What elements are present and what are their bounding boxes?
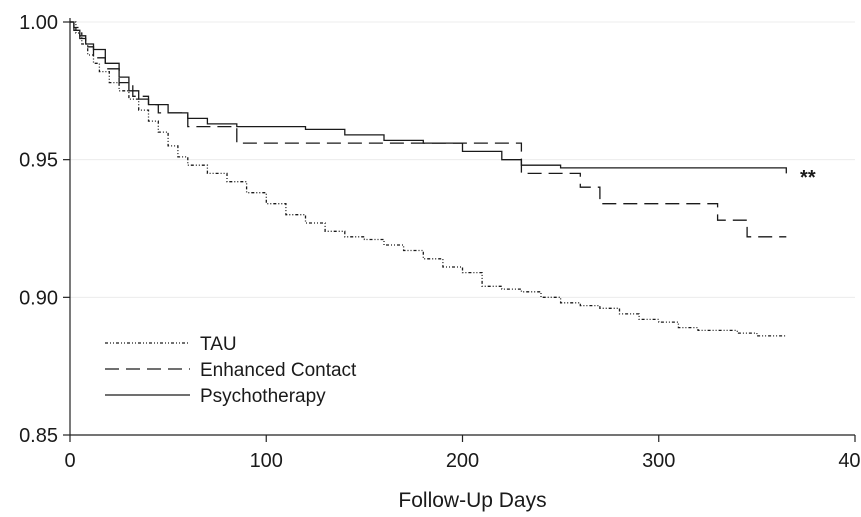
gridlines	[70, 21, 855, 436]
significance-annotation: **	[800, 167, 816, 189]
legend-label: Enhanced Contact	[200, 360, 357, 381]
y-tick-label: 0.90	[19, 287, 58, 309]
y-tick-label: 0.95	[19, 150, 58, 172]
series-line-tau	[70, 21, 787, 337]
series-lines	[70, 21, 787, 337]
legend-label: Psychotherapy	[200, 386, 326, 407]
x-tick-label: 200	[446, 450, 479, 472]
y-tick-label: 1.00	[19, 12, 58, 34]
axes	[69, 18, 855, 436]
x-axis-title: Follow-Up Days	[398, 489, 546, 512]
y-tick-label: 0.85	[19, 425, 58, 447]
legend: TAU Enhanced Contact Psychotherapy	[105, 334, 357, 407]
x-tick-label: 0	[64, 450, 75, 472]
legend-label: TAU	[200, 334, 237, 355]
series-line-psychotherapy	[70, 21, 787, 174]
x-tick-label: 400	[838, 450, 861, 472]
tick-marks: 0.85 0.90 0.95 1.00 0 100 200 300 400	[19, 12, 861, 472]
series-line-enhanced-contact	[70, 21, 787, 238]
x-tick-label: 100	[250, 450, 283, 472]
x-tick-label: 300	[642, 450, 675, 472]
